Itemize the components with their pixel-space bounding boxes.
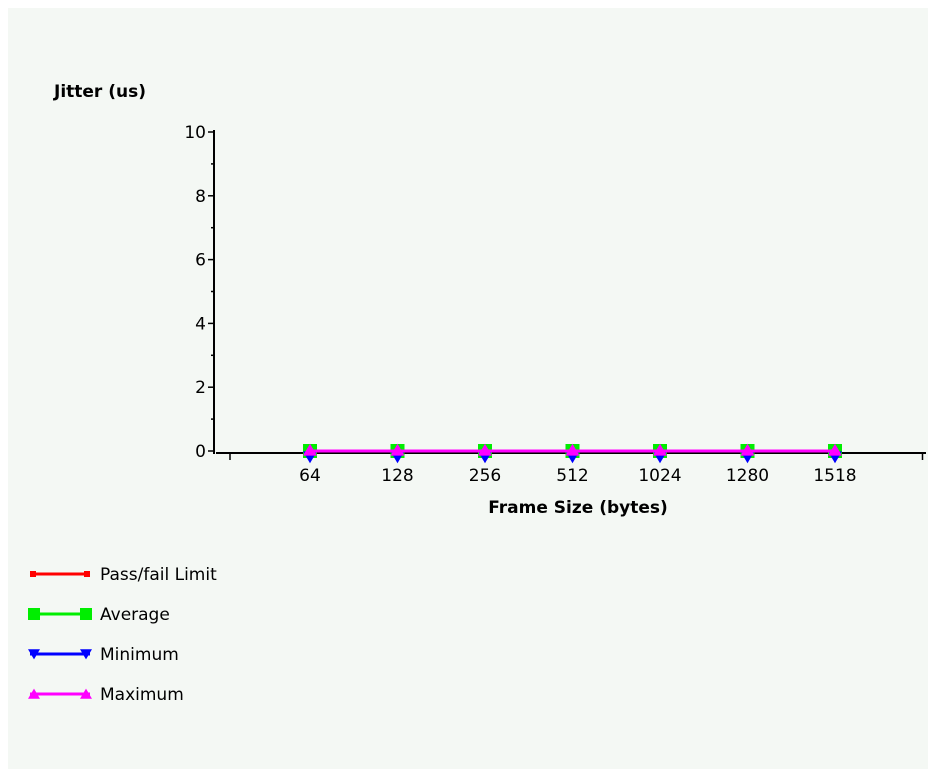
legend-label: Maximum — [100, 685, 184, 705]
y-ticks: 0 2 4 6 8 10 — [184, 123, 214, 462]
x-tick-label: 1024 — [638, 466, 681, 486]
data-point — [740, 443, 755, 456]
y-tick-label: 4 — [195, 314, 206, 334]
chart-panel: Jitter (us) Frame Size (bytes) 0 2 4 6 8 10 6… — [8, 8, 928, 769]
y-tick-label: 6 — [195, 251, 206, 271]
legend-label: Minimum — [100, 645, 179, 665]
legend-label: Average — [100, 605, 170, 625]
data-point — [653, 443, 667, 456]
legend-item: Minimum — [28, 645, 179, 665]
data-point — [478, 443, 492, 456]
legend-marker — [80, 649, 92, 660]
x-tick-label: 256 — [469, 466, 501, 486]
series-layer — [303, 443, 842, 464]
legend-marker — [28, 688, 40, 699]
legend-marker — [28, 649, 40, 660]
legend-item: Pass/fail Limit — [30, 565, 217, 585]
data-point — [565, 443, 580, 456]
legend-marker — [80, 688, 92, 699]
series-maximum — [303, 443, 842, 456]
legend-end-cap — [30, 571, 36, 577]
y-tick-label: 0 — [195, 442, 206, 462]
data-point — [828, 443, 842, 456]
legend: Pass/fail Limit Average Minimum Maximum — [28, 565, 217, 705]
y-tick-label: 2 — [195, 378, 206, 398]
x-tick-label: 512 — [556, 466, 588, 486]
jitter-chart: Jitter (us) Frame Size (bytes) 0 2 4 6 8 10 6… — [28, 82, 926, 705]
x-tick-label: 128 — [381, 466, 413, 486]
x-tick-label: 1280 — [726, 466, 769, 486]
x-ticks: 64 128 256 512 1024 1280 1518 — [229, 453, 924, 486]
legend-marker — [28, 608, 40, 620]
y-axis-title: Jitter (us) — [53, 82, 146, 102]
x-tick-label: 64 — [299, 466, 321, 486]
y-tick-label: 8 — [195, 187, 206, 207]
data-point — [390, 443, 405, 456]
x-axis-title: Frame Size (bytes) — [488, 498, 668, 518]
legend-marker — [80, 608, 92, 620]
y-tick-label: 10 — [184, 123, 206, 143]
x-tick-label: 1518 — [813, 466, 856, 486]
data-point — [303, 443, 317, 456]
legend-item: Maximum — [28, 685, 184, 705]
legend-end-cap — [84, 571, 90, 577]
legend-label: Pass/fail Limit — [100, 565, 217, 585]
legend-item: Average — [28, 605, 170, 625]
axes — [213, 130, 926, 454]
